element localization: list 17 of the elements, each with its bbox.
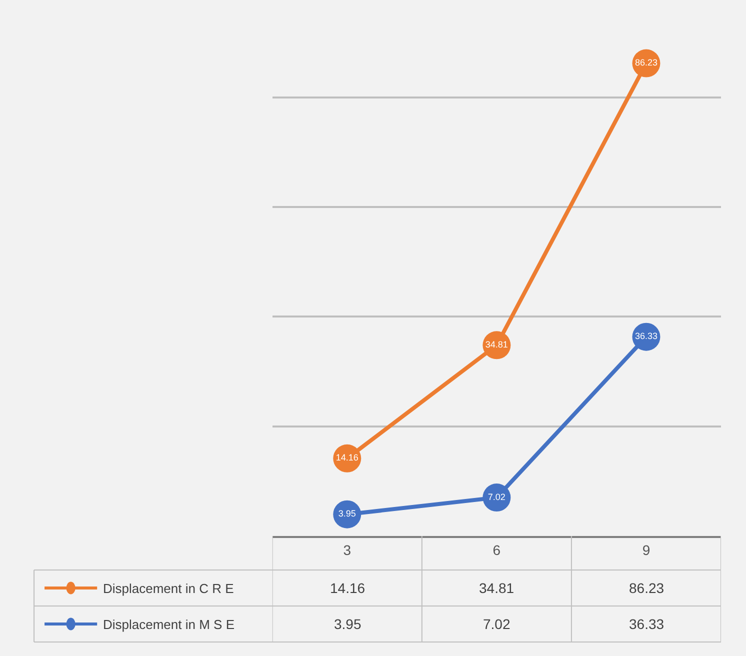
data-label: 36.33 xyxy=(629,616,664,632)
x-tick-label: 9 xyxy=(642,542,650,558)
text: 14.16 xyxy=(336,452,358,463)
text: 7.02 xyxy=(488,492,506,502)
data-label: 7.02 xyxy=(483,616,510,632)
legend-label: Displacement in C R E xyxy=(103,581,234,596)
x-tick-label: 3 xyxy=(343,542,352,558)
data-label: 34.81 xyxy=(479,580,514,596)
legend-label: Displacement in M S E xyxy=(103,617,235,632)
text: 34.81 xyxy=(485,339,508,350)
x-tick-label: 6 xyxy=(492,542,501,558)
data-label: 3.95 xyxy=(334,616,362,632)
text: 86.23 xyxy=(634,58,658,68)
text: 3.95 xyxy=(338,508,356,519)
data-label: 14.16 xyxy=(330,580,366,596)
text: 36.33 xyxy=(634,331,658,342)
data-label: 86.23 xyxy=(629,580,664,596)
